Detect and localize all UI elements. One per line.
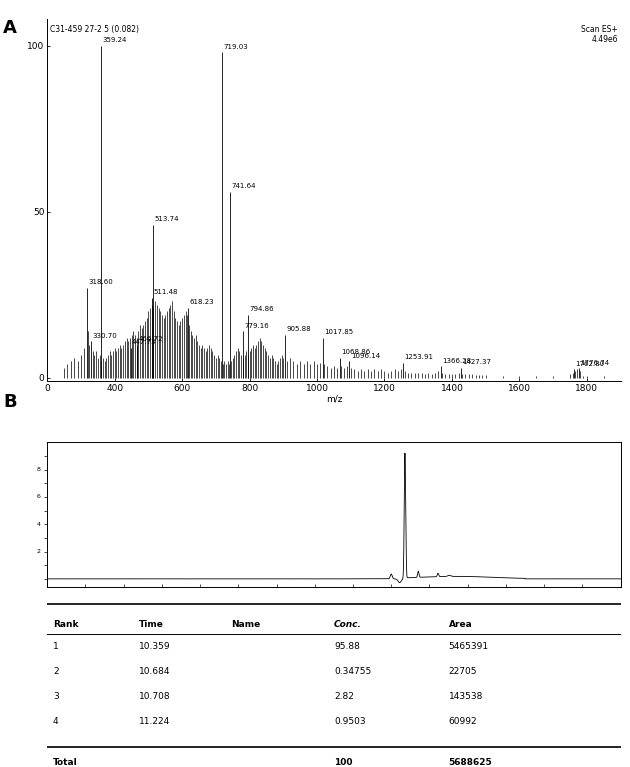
Text: 2: 2 [53,667,59,676]
Text: 905.88: 905.88 [287,326,311,332]
Text: 4: 4 [37,522,40,527]
Text: 719.03: 719.03 [224,44,248,50]
Text: 1096.14: 1096.14 [351,353,380,358]
Text: Conc.: Conc. [334,620,362,629]
Text: 318.60: 318.60 [89,279,113,285]
Text: 10.359: 10.359 [139,643,171,651]
Text: 447.73: 447.73 [132,339,157,345]
Text: 466.72: 466.72 [139,336,163,342]
Text: 60992: 60992 [449,717,477,726]
Text: C31-459 27-2 5 (0.082): C31-459 27-2 5 (0.082) [50,25,139,34]
Text: 6: 6 [37,495,40,499]
Text: 1427.37: 1427.37 [462,359,491,365]
Text: 1776.74: 1776.74 [580,360,609,366]
Text: 0.34755: 0.34755 [334,667,371,676]
Text: 513.74: 513.74 [154,216,179,222]
Text: 1017.85: 1017.85 [324,329,353,335]
Text: 8: 8 [37,467,40,472]
Text: 330.70: 330.70 [93,333,117,338]
Text: B: B [3,393,17,410]
Text: 2.82: 2.82 [334,692,354,701]
Text: Time: Time [139,620,164,629]
Text: 1253.91: 1253.91 [404,354,433,360]
Text: 0.9503: 0.9503 [334,717,365,726]
Text: 5688625: 5688625 [449,758,492,767]
Text: Total: Total [53,758,77,767]
Text: 11.224: 11.224 [139,717,170,726]
Text: 10.708: 10.708 [139,692,171,701]
Text: 1: 1 [53,643,59,651]
Text: 359.24: 359.24 [102,37,127,43]
Text: 95.88: 95.88 [334,643,360,651]
Text: 1366.28: 1366.28 [442,357,471,364]
Text: Rank: Rank [53,620,79,629]
Text: 779.16: 779.16 [244,323,268,328]
Text: A: A [3,19,17,37]
Text: 100: 100 [334,758,352,767]
Text: Name: Name [231,620,260,629]
Text: 511.48: 511.48 [154,289,178,295]
Text: 5465391: 5465391 [449,643,489,651]
Text: Scan ES+
4.49e6: Scan ES+ 4.49e6 [581,25,617,44]
Text: 10.684: 10.684 [139,667,171,676]
Text: 1068.86: 1068.86 [341,349,371,355]
Text: 4: 4 [53,717,59,726]
Text: Area: Area [449,620,472,629]
X-axis label: m/z: m/z [326,394,342,403]
Text: 22705: 22705 [449,667,477,676]
Text: 1762.80: 1762.80 [576,360,605,367]
Text: 143538: 143538 [449,692,483,701]
Text: 741.64: 741.64 [231,183,256,189]
Text: 618.23: 618.23 [190,299,214,305]
Text: 2: 2 [37,549,40,554]
Text: 794.86: 794.86 [249,306,274,312]
Text: 3: 3 [53,692,59,701]
